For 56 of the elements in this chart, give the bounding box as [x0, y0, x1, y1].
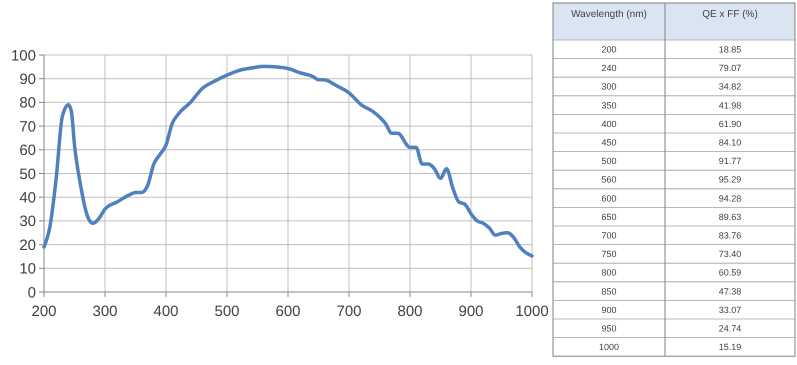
text: 83.76 — [718, 230, 742, 240]
text: 34.82 — [718, 82, 742, 92]
x-tick-label: 800 — [397, 303, 423, 320]
y-tick-label: 20 — [19, 236, 36, 254]
y-tick-label: 70 — [19, 118, 36, 136]
line-series — [42, 64, 534, 258]
text: 47.38 — [718, 286, 742, 296]
category-label: 750 — [601, 249, 617, 260]
y-tick-label: 50 — [19, 166, 36, 183]
category-label: 650 — [601, 212, 617, 222]
text: 60.59 — [718, 268, 742, 278]
category-label: 600 — [601, 193, 617, 204]
x-tick-label: 300 — [92, 303, 118, 320]
x-tick-label: 700 — [336, 303, 362, 320]
y-tick-label: 0 — [28, 284, 36, 302]
x-tick-label: 900 — [458, 303, 484, 320]
y-tick-label: 30 — [19, 213, 36, 230]
x-tick-label: 400 — [153, 303, 179, 320]
category-label: 200 — [601, 44, 617, 54]
y-tick-label: 90 — [19, 70, 36, 88]
text: 15.19 — [718, 342, 742, 352]
text: 91.77 — [718, 156, 742, 166]
y-tick-label: 80 — [19, 94, 36, 112]
text: 94.28 — [718, 193, 742, 204]
category-label: 400 — [601, 118, 617, 129]
category-label: 560 — [601, 174, 617, 185]
category-label: 500 — [601, 156, 617, 166]
text: 95.29 — [718, 174, 742, 185]
text: 24.74 — [718, 323, 742, 334]
text: 61.90 — [718, 118, 742, 129]
text: 79.07 — [718, 63, 742, 74]
y-tick-label: 60 — [19, 142, 36, 160]
category-label: 240 — [601, 63, 617, 74]
category-label: 1000 — [598, 342, 620, 352]
category-label: 350 — [601, 100, 617, 110]
x-tick-label: 200 — [31, 303, 57, 320]
text: 41.98 — [718, 100, 742, 110]
category-label: 950 — [601, 323, 617, 334]
y-tick-label: 100 — [10, 47, 36, 64]
category-label: 850 — [601, 286, 617, 296]
category-label: 800 — [601, 268, 617, 278]
x-tick-label: 500 — [214, 303, 240, 320]
x-tick-label: 600 — [275, 303, 301, 320]
text: QE x FF (%) — [702, 9, 758, 20]
category-label: 700 — [601, 230, 617, 240]
text: 33.07 — [718, 304, 742, 315]
x-tick-label: 1000 — [515, 303, 549, 320]
y-tick-label: 40 — [19, 189, 36, 206]
category-label: 300 — [601, 82, 617, 92]
text: 89.63 — [718, 212, 742, 222]
y-tick-label: 10 — [19, 260, 36, 278]
text: Wavelength (nm) — [571, 9, 647, 20]
text: 73.40 — [718, 249, 742, 260]
category-label: 450 — [601, 137, 617, 148]
text: 18.85 — [718, 44, 742, 54]
text: 84.10 — [718, 137, 742, 148]
